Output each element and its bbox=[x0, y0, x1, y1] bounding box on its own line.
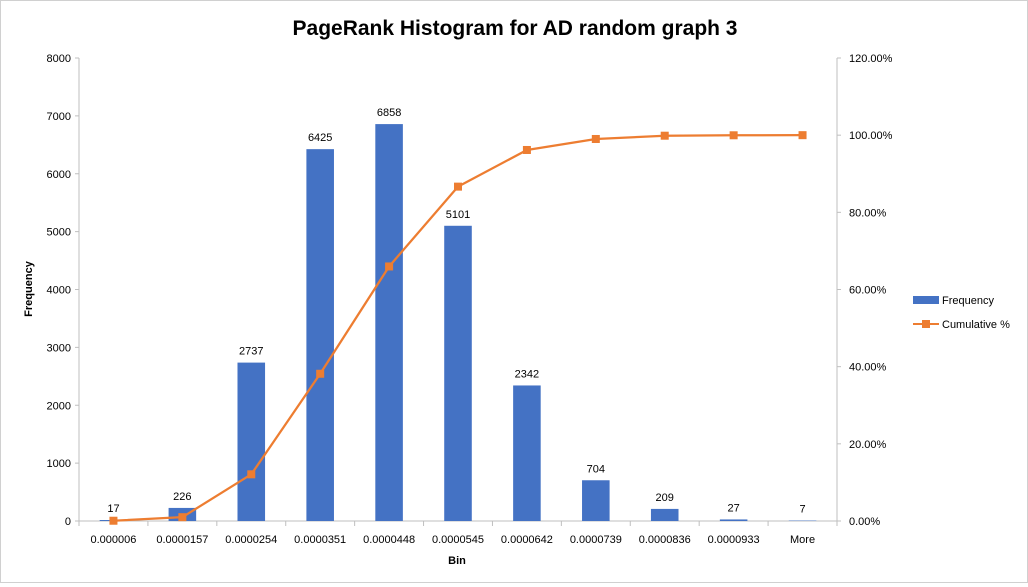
y-tick-label: 1000 bbox=[47, 458, 71, 470]
x-tick-label: 0.0000545 bbox=[432, 534, 484, 546]
bar-0.0000351 bbox=[306, 149, 334, 521]
bar-0.0000448 bbox=[375, 124, 403, 521]
data-label: 5101 bbox=[446, 209, 470, 221]
data-label: 704 bbox=[587, 463, 605, 475]
cumulative-marker bbox=[178, 513, 186, 521]
x-tick-label: 0.0000642 bbox=[501, 534, 553, 546]
y-tick-label: 8000 bbox=[47, 53, 71, 65]
y-tick-label: 0 bbox=[65, 516, 71, 528]
y-tick-label: 2000 bbox=[47, 400, 71, 412]
cumulative-marker bbox=[799, 131, 807, 139]
cumulative-marker bbox=[385, 262, 393, 270]
x-tick-label: 0.0000351 bbox=[294, 534, 346, 546]
bar-0.0000933 bbox=[720, 519, 748, 521]
data-label: 2342 bbox=[515, 368, 539, 380]
data-label: 17 bbox=[107, 503, 119, 515]
bar-0.0000545 bbox=[444, 226, 472, 521]
data-label: 209 bbox=[656, 492, 674, 504]
data-label: 6425 bbox=[308, 132, 332, 144]
cumulative-marker bbox=[523, 146, 531, 154]
bar-0.0000254 bbox=[237, 363, 265, 521]
y2-tick-label: 80.00% bbox=[849, 207, 887, 219]
y2-tick-label: 0.00% bbox=[849, 516, 880, 528]
data-label: 2737 bbox=[239, 346, 263, 358]
y2-tick-label: 120.00% bbox=[849, 53, 893, 65]
y2-tick-label: 20.00% bbox=[849, 439, 887, 451]
bar-0.0000642 bbox=[513, 385, 541, 521]
y-tick-label: 7000 bbox=[47, 111, 71, 123]
y-tick-label: 4000 bbox=[47, 285, 71, 297]
cumulative-marker bbox=[730, 131, 738, 139]
cumulative-marker bbox=[316, 370, 324, 378]
legend-frequency-swatch bbox=[913, 296, 939, 304]
y-axis-title: Frequency bbox=[23, 260, 35, 317]
legend-frequency-label: Frequency bbox=[942, 295, 994, 307]
x-tick-label: 0.0000836 bbox=[639, 534, 691, 546]
cumulative-marker bbox=[109, 517, 117, 525]
x-tick-label: More bbox=[790, 534, 815, 546]
y-tick-label: 3000 bbox=[47, 342, 71, 354]
x-tick-label: 0.0000448 bbox=[363, 534, 415, 546]
cumulative-marker bbox=[592, 135, 600, 143]
x-tick-label: 0.0000933 bbox=[708, 534, 760, 546]
bar-0.0000739 bbox=[582, 480, 610, 521]
x-tick-label: 0.0000739 bbox=[570, 534, 622, 546]
x-axis-title: Bin bbox=[448, 555, 466, 567]
legend-cumulative-marker bbox=[922, 320, 930, 328]
cumulative-marker bbox=[661, 132, 669, 140]
x-tick-label: 0.0000254 bbox=[225, 534, 277, 546]
data-label: 6858 bbox=[377, 107, 401, 119]
y-tick-label: 5000 bbox=[47, 227, 71, 239]
y-tick-label: 6000 bbox=[47, 169, 71, 181]
data-label: 27 bbox=[728, 502, 740, 514]
cumulative-marker bbox=[247, 470, 255, 478]
y2-tick-label: 60.00% bbox=[849, 285, 887, 297]
data-label: 7 bbox=[799, 504, 805, 516]
chart-title: PageRank Histogram for AD random graph 3 bbox=[293, 17, 738, 40]
legend: Frequency Cumulative % bbox=[913, 295, 1010, 331]
cumulative-marker bbox=[454, 183, 462, 191]
x-tick-label: 0.000006 bbox=[91, 534, 137, 546]
data-label: 226 bbox=[173, 491, 191, 503]
y2-tick-label: 40.00% bbox=[849, 362, 887, 374]
x-tick-label: 0.0000157 bbox=[156, 534, 208, 546]
legend-cumulative-label: Cumulative % bbox=[942, 319, 1010, 331]
bar-0.0000836 bbox=[651, 509, 679, 521]
y2-tick-label: 100.00% bbox=[849, 130, 893, 142]
